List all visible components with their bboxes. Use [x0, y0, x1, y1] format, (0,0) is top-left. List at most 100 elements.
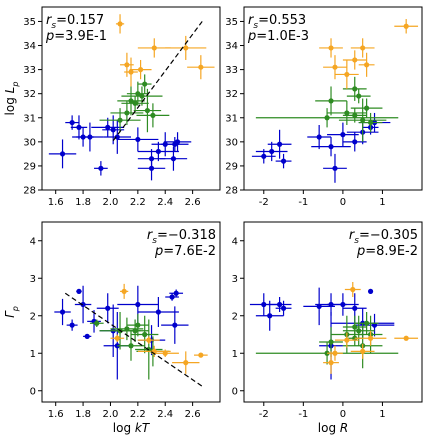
axes-frame [243, 221, 423, 403]
y-tick-label: 35 [225, 17, 238, 28]
data-point [135, 136, 141, 143]
data-point [344, 110, 350, 116]
data-point [114, 134, 120, 140]
x-tick-label: 2.0 [103, 197, 119, 208]
data-point [155, 148, 161, 155]
fit-line [112, 21, 203, 141]
data-point [170, 156, 177, 162]
data-point [146, 337, 152, 343]
data-point [269, 148, 275, 155]
x-tick-label: 1.8 [75, 197, 91, 208]
data-point [198, 352, 204, 358]
y-tick-label: 35 [23, 17, 36, 28]
x-tick-label: 2.0 [103, 409, 119, 420]
x-tick-label: 2.6 [185, 409, 201, 420]
y-tick-label: 1 [232, 349, 238, 360]
y-tick-label: 4 [232, 236, 238, 247]
data-point [150, 112, 156, 118]
data-point [356, 93, 362, 99]
data-point [135, 301, 141, 308]
y-tick-label: 34 [23, 41, 36, 52]
y-tick-label: 28 [225, 186, 238, 197]
data-point [128, 98, 134, 104]
p-annotation: p=3.9E-1 [45, 29, 107, 44]
data-point [132, 328, 138, 334]
x-tick-label: 2.2 [130, 409, 146, 420]
data-point [403, 335, 409, 341]
data-point [105, 305, 111, 311]
data-point [69, 322, 75, 328]
data-point [332, 350, 338, 356]
data-point [328, 144, 334, 150]
data-point [132, 100, 138, 106]
y-axis-label: Γp [3, 306, 20, 318]
data-point [139, 93, 145, 99]
data-point [360, 117, 366, 123]
y-tick-label: 33 [23, 65, 36, 76]
x-tick-label: -1 [298, 409, 308, 420]
data-point [110, 127, 116, 133]
y-tick-label: 29 [23, 161, 36, 172]
panel-3: 1.6 1.8 2.0 2.2 2.4 2.6 0 1 2 3 4 rs=−0.318p=7.6E-2… [3, 221, 221, 435]
data-point [277, 141, 283, 147]
data-point [360, 348, 366, 354]
data-point [142, 331, 148, 338]
axes-frame [41, 6, 221, 191]
data-point [155, 309, 161, 315]
series-2 [89, 312, 170, 380]
y-tick-label: 32 [225, 89, 238, 100]
data-point [174, 139, 181, 145]
x-tick-label: 2.4 [157, 409, 173, 420]
data-point [135, 91, 141, 97]
axes-frame [41, 221, 221, 403]
data-point [59, 151, 66, 157]
data-point [69, 119, 75, 126]
y-tick-label: 28 [23, 186, 36, 197]
y-tick-label: 33 [225, 65, 238, 76]
p-annotation: p=7.6E-2 [154, 244, 216, 259]
series-2 [255, 76, 399, 142]
data-point [364, 62, 370, 68]
axes-frame [243, 6, 423, 191]
data-point [267, 313, 273, 319]
data-point [162, 350, 168, 356]
series-3 [319, 19, 419, 89]
data-point [344, 71, 350, 78]
data-point [172, 322, 178, 328]
data-point [352, 112, 358, 118]
x-tick-label: 2.6 [185, 197, 201, 208]
y-tick-label: 0 [30, 386, 36, 397]
x-tick-label: 2.2 [130, 197, 146, 208]
data-point [142, 81, 148, 87]
series-3 [110, 283, 208, 374]
data-point [352, 86, 358, 92]
data-point [332, 165, 338, 171]
p-annotation: p=1.0E-3 [247, 29, 309, 44]
data-point [183, 360, 189, 366]
data-point [403, 23, 409, 29]
panel-1: 1.6 1.8 2.0 2.2 2.4 2.6 28 29 30 31 32 33 34 35 rs=0.1… [3, 6, 221, 208]
data-point [340, 132, 346, 138]
y-tick-label: 2 [232, 311, 238, 322]
data-point [105, 124, 111, 130]
data-point [261, 301, 267, 308]
data-point [94, 320, 100, 326]
data-point [360, 45, 366, 51]
rs-annotation: rs=−0.305 [349, 228, 418, 246]
data-point [114, 335, 120, 341]
data-point [121, 288, 127, 294]
data-point [169, 294, 175, 300]
data-point [137, 67, 144, 73]
x-tick-label: 1.6 [48, 197, 64, 208]
y-tick-label: 0 [232, 386, 238, 397]
data-point [59, 309, 66, 315]
data-point [332, 64, 338, 70]
data-point [316, 134, 322, 140]
y-tick-label: 2 [30, 311, 36, 322]
y-tick-label: 3 [232, 274, 238, 285]
data-point [124, 62, 130, 68]
x-tick-label: -1 [298, 197, 308, 208]
data-point [148, 165, 155, 171]
data-point [183, 45, 189, 51]
